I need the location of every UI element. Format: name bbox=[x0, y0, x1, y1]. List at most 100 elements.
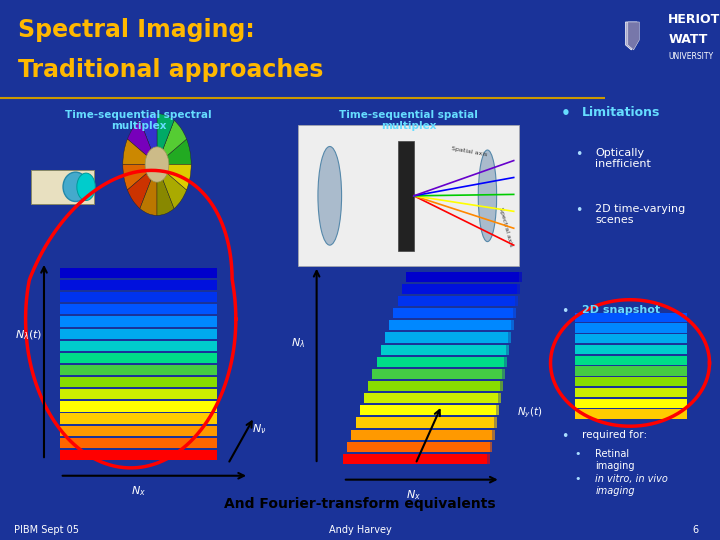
Text: 2D snapshot: 2D snapshot bbox=[582, 306, 660, 315]
Text: 2D time-varying
scenes: 2D time-varying scenes bbox=[595, 204, 685, 225]
Wedge shape bbox=[123, 139, 157, 165]
Bar bbox=[575, 409, 687, 418]
Text: And Fourier-transform equivalents: And Fourier-transform equivalents bbox=[224, 497, 496, 510]
Bar bbox=[60, 280, 217, 290]
Wedge shape bbox=[140, 113, 157, 165]
Bar bbox=[60, 292, 217, 302]
Bar bbox=[60, 341, 217, 351]
Bar bbox=[517, 284, 520, 294]
Bar bbox=[60, 353, 217, 363]
Text: Spectral Imaging:: Spectral Imaging: bbox=[18, 18, 255, 42]
Text: •: • bbox=[575, 204, 582, 217]
Bar bbox=[575, 377, 687, 386]
Bar bbox=[393, 308, 513, 319]
Text: Time-sequential spatial
multiplex: Time-sequential spatial multiplex bbox=[339, 110, 478, 131]
Ellipse shape bbox=[63, 172, 88, 201]
Bar bbox=[351, 429, 492, 440]
Bar bbox=[575, 345, 687, 354]
Bar bbox=[575, 356, 687, 365]
Wedge shape bbox=[140, 165, 157, 215]
Text: $N_x$: $N_x$ bbox=[406, 488, 421, 502]
Text: Spatial axis: Spatial axis bbox=[451, 146, 487, 158]
Bar bbox=[513, 308, 516, 319]
Bar bbox=[487, 454, 490, 464]
Bar bbox=[356, 417, 494, 428]
Wedge shape bbox=[127, 120, 157, 165]
Bar bbox=[575, 399, 687, 408]
Bar bbox=[360, 405, 496, 415]
Circle shape bbox=[145, 147, 168, 182]
Bar bbox=[398, 141, 414, 251]
Bar bbox=[575, 323, 687, 333]
Wedge shape bbox=[123, 165, 157, 190]
Text: •: • bbox=[575, 449, 581, 459]
Text: $N_\lambda(t)$: $N_\lambda(t)$ bbox=[15, 328, 42, 342]
Bar bbox=[60, 365, 217, 375]
Bar bbox=[381, 345, 506, 355]
Bar bbox=[60, 389, 217, 400]
Bar bbox=[575, 334, 687, 343]
Bar bbox=[494, 417, 497, 428]
Wedge shape bbox=[157, 165, 186, 208]
Bar bbox=[490, 442, 492, 452]
Text: UNIVERSITY: UNIVERSITY bbox=[668, 52, 714, 62]
Ellipse shape bbox=[318, 146, 341, 245]
Text: Spectral axis: Spectral axis bbox=[498, 207, 514, 248]
Bar bbox=[406, 272, 519, 282]
Wedge shape bbox=[127, 165, 157, 208]
Bar bbox=[402, 284, 517, 294]
Bar bbox=[60, 377, 217, 387]
Text: Traditional approaches: Traditional approaches bbox=[18, 58, 323, 82]
Bar bbox=[496, 405, 499, 415]
Bar bbox=[506, 345, 509, 355]
Text: $N_\lambda$: $N_\lambda$ bbox=[291, 336, 305, 349]
Bar bbox=[60, 450, 217, 460]
Bar bbox=[508, 333, 511, 343]
Bar bbox=[368, 381, 500, 391]
Bar bbox=[60, 328, 217, 339]
Circle shape bbox=[77, 173, 95, 200]
Bar bbox=[500, 381, 503, 391]
Text: •: • bbox=[561, 106, 571, 121]
Bar bbox=[343, 454, 487, 464]
Text: $N_\nu$: $N_\nu$ bbox=[252, 422, 266, 436]
Bar bbox=[60, 316, 217, 327]
Text: WATT: WATT bbox=[668, 33, 708, 46]
Bar bbox=[575, 367, 687, 376]
Text: •: • bbox=[575, 474, 581, 484]
Polygon shape bbox=[628, 22, 639, 50]
Bar bbox=[385, 333, 508, 343]
Bar bbox=[519, 272, 522, 282]
Text: in vitro, in vivo
imaging: in vitro, in vivo imaging bbox=[595, 474, 668, 496]
Bar bbox=[60, 268, 217, 278]
Text: $N_y(t)$: $N_y(t)$ bbox=[517, 406, 542, 420]
FancyBboxPatch shape bbox=[31, 171, 94, 204]
Bar bbox=[502, 369, 505, 379]
Text: Optically
inefficient: Optically inefficient bbox=[595, 148, 652, 170]
Bar bbox=[347, 442, 490, 452]
Text: Retinal
imaging: Retinal imaging bbox=[595, 449, 635, 471]
Wedge shape bbox=[157, 120, 186, 165]
Bar bbox=[377, 357, 504, 367]
Text: required for:: required for: bbox=[582, 430, 647, 440]
Text: PIBM Sept 05: PIBM Sept 05 bbox=[14, 525, 79, 535]
Text: •: • bbox=[561, 306, 568, 319]
Wedge shape bbox=[157, 165, 174, 215]
Wedge shape bbox=[157, 113, 174, 165]
Polygon shape bbox=[626, 22, 637, 50]
Bar bbox=[60, 304, 217, 314]
Bar bbox=[60, 438, 217, 448]
Ellipse shape bbox=[478, 150, 497, 241]
Bar bbox=[515, 296, 518, 306]
Bar bbox=[389, 320, 510, 330]
Bar bbox=[575, 313, 687, 322]
Wedge shape bbox=[157, 165, 192, 190]
Bar bbox=[372, 369, 502, 379]
Text: Andy Harvey: Andy Harvey bbox=[328, 525, 392, 535]
Bar bbox=[364, 393, 498, 403]
Text: •: • bbox=[575, 148, 582, 161]
Wedge shape bbox=[157, 139, 192, 165]
Text: $N_x$: $N_x$ bbox=[131, 484, 146, 498]
Bar bbox=[492, 429, 495, 440]
Bar bbox=[498, 393, 501, 403]
